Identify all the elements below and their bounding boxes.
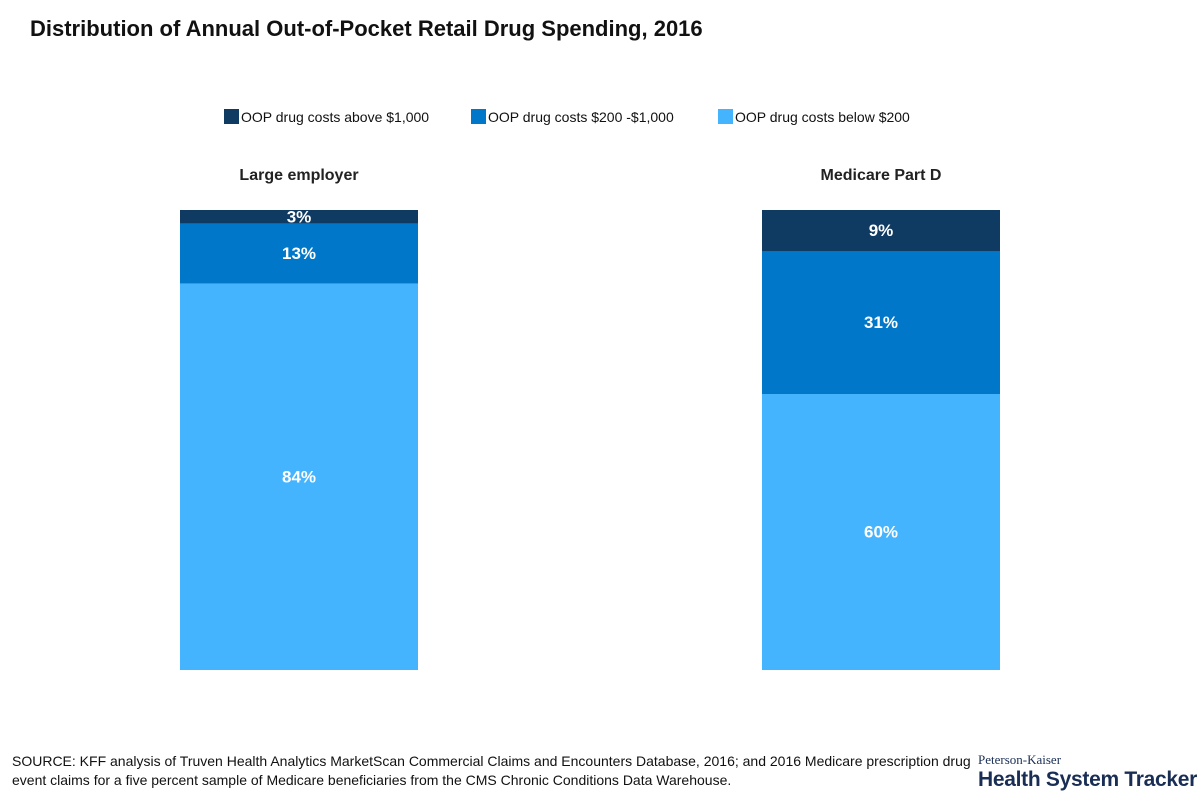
category-label-medicare-part-d: Medicare Part D	[821, 167, 942, 184]
data-label-medicare-part-d-oop-drug-costs-above-1-000: 9%	[869, 221, 894, 240]
source-note: SOURCE: KFF analysis of Truven Health An…	[12, 753, 971, 788]
data-label-medicare-part-d-oop-drug-costs-below-200: 60%	[864, 523, 898, 542]
bar-segment-large-employer-oop-drug-costs-below-200	[180, 283, 418, 670]
legend-swatch-below-200	[718, 109, 733, 124]
data-label-large-employer-oop-drug-costs-200-1-000: 13%	[282, 244, 316, 263]
bar-segment-large-employer-oop-drug-costs-200-1-000	[180, 223, 418, 284]
data-label-medicare-part-d-oop-drug-costs-200-1-000: 31%	[864, 313, 898, 332]
legend-label-below-200: OOP drug costs below $200	[735, 109, 910, 125]
brand-logo: Peterson-Kaiser Health System Tracker	[978, 752, 1197, 792]
data-label-large-employer-oop-drug-costs-above-1-000: 3%	[287, 207, 312, 226]
legend-swatch-above-1000	[224, 109, 239, 124]
logo-top-text: Peterson-Kaiser	[978, 752, 1062, 767]
logo-main-text: Health System Tracker	[978, 768, 1197, 791]
stacked-bar-chart: Large employer 3% 13% 84% Medicare Part D 9% 3…	[180, 167, 1000, 670]
chart-title: Distribution of Annual Out-of-Pocket Ret…	[30, 16, 703, 41]
legend-label-200-1000: OOP drug costs $200 -$1,000	[488, 109, 674, 125]
legend-label-above-1000: OOP drug costs above $1,000	[241, 109, 430, 125]
bar-segment-medicare-part-d-oop-drug-costs-above-1-000	[762, 210, 1000, 252]
data-label-large-employer-oop-drug-costs-below-200: 84%	[282, 467, 316, 486]
legend-swatch-200-1000	[471, 109, 486, 124]
category-label-large-employer: Large employer	[239, 167, 358, 184]
legend: OOP drug costs above $1,000 OOP drug cos…	[0, 108, 1200, 126]
bar-segment-medicare-part-d-oop-drug-costs-200-1-000	[762, 251, 1000, 394]
bar-segment-large-employer-oop-drug-costs-above-1-000	[180, 210, 418, 224]
bar-segment-medicare-part-d-oop-drug-costs-below-200	[762, 394, 1000, 670]
